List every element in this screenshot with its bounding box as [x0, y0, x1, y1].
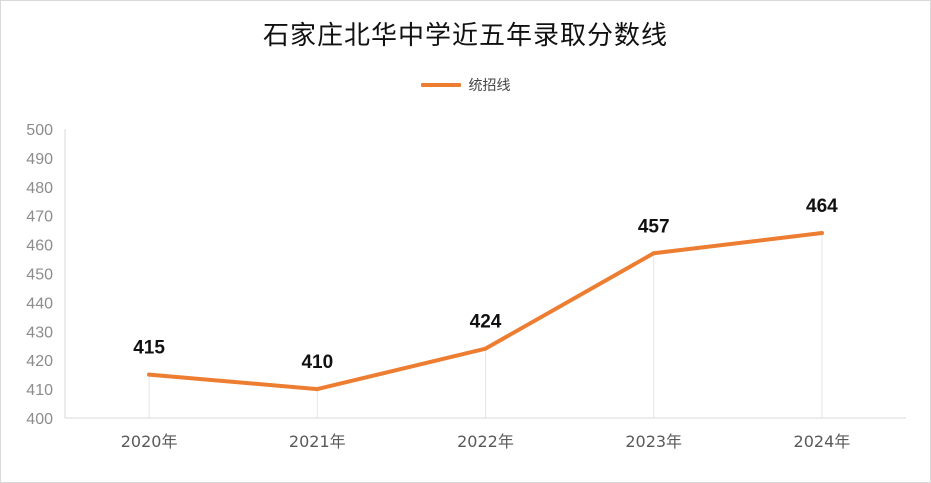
y-tick-label: 460	[26, 238, 53, 255]
x-tick-label: 2021年	[289, 432, 346, 451]
y-tick-label: 490	[26, 151, 53, 168]
chart-title: 石家庄北华中学近五年录取分数线	[262, 21, 668, 51]
x-tick-label: 2020年	[121, 432, 178, 451]
y-tick-label: 480	[26, 180, 53, 197]
data-label: 464	[806, 196, 838, 217]
data-point	[315, 387, 320, 392]
y-tick-label: 450	[26, 267, 53, 284]
data-point	[483, 346, 488, 351]
legend-label: 统招线	[468, 78, 511, 94]
x-tick-label: 2023年	[625, 432, 682, 451]
data-label: 457	[638, 216, 670, 237]
data-point	[819, 231, 824, 236]
y-tick-label: 500	[26, 122, 53, 139]
data-label: 424	[470, 312, 502, 333]
data-point	[651, 251, 656, 256]
chart-legend: 统招线	[1, 75, 930, 95]
y-tick-label: 420	[26, 353, 53, 370]
data-point	[147, 372, 152, 377]
y-tick-label: 410	[26, 382, 53, 399]
x-tick-label: 2022年	[457, 432, 514, 451]
y-tick-label: 470	[26, 209, 53, 226]
legend-swatch-line	[420, 83, 461, 87]
y-tick-label: 430	[26, 324, 53, 341]
y-tick-label: 400	[26, 411, 53, 428]
data-label: 410	[301, 352, 333, 373]
y-tick-label: 440	[26, 295, 53, 312]
x-tick-label: 2024年	[794, 432, 851, 451]
data-label: 415	[133, 338, 165, 359]
